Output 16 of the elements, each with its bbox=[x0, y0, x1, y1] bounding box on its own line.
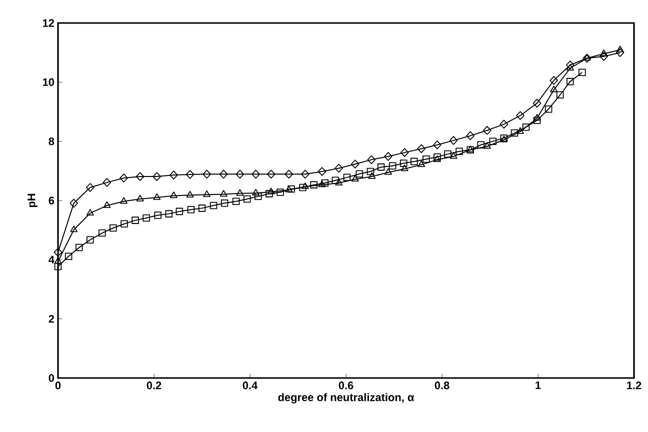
x-tick-label: 0.6 bbox=[338, 382, 354, 390]
y-tick-label: 2 bbox=[48, 315, 54, 323]
x-tick-label: 0 bbox=[55, 382, 61, 390]
y-tick-label: 12 bbox=[42, 19, 54, 27]
x-tick-label: 1.2 bbox=[627, 382, 642, 390]
y-tick-label: 8 bbox=[48, 137, 54, 146]
x-tick-label: 0.4 bbox=[242, 382, 258, 390]
y-tick-label: 10 bbox=[42, 78, 54, 86]
x-tick-label: 0.2 bbox=[146, 382, 162, 390]
y-tick-label: 0 bbox=[48, 374, 54, 382]
y-axis-title: pH bbox=[28, 194, 38, 208]
y-tick-label: 6 bbox=[48, 196, 54, 204]
x-tick-label: 0.8 bbox=[434, 382, 450, 390]
x-axis-title: degree of neutralization, α bbox=[278, 393, 414, 404]
y-tick-label: 4 bbox=[48, 256, 54, 264]
x-tick-label: 1 bbox=[536, 382, 541, 390]
